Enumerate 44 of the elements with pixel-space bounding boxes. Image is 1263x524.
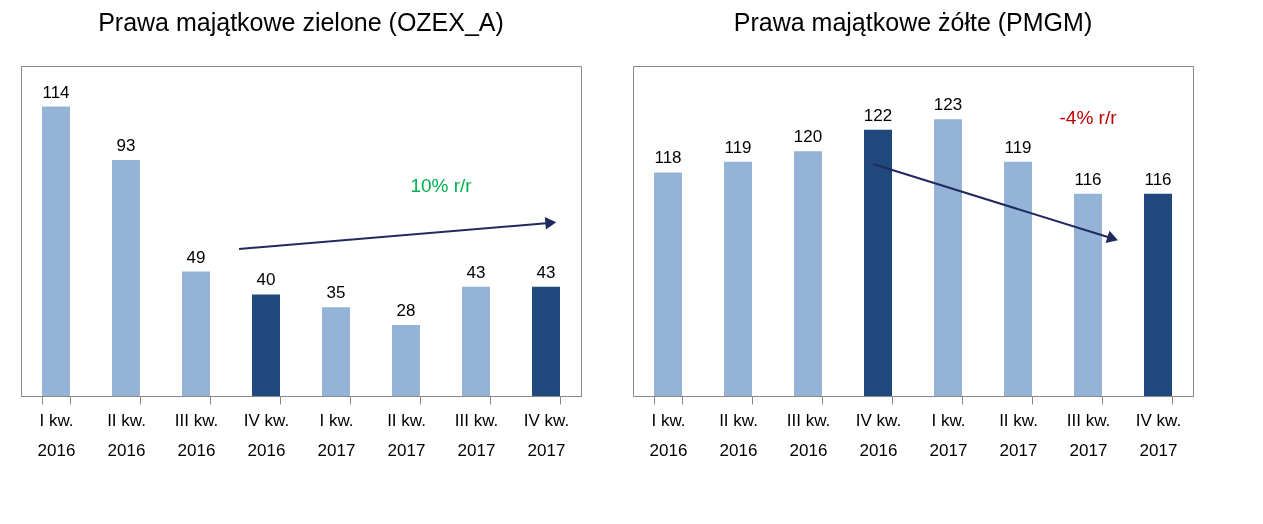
bar — [322, 307, 350, 396]
x-tick-label: IV kw. 2016 — [243, 410, 290, 460]
data-label: 35 — [326, 283, 346, 303]
data-label: 28 — [396, 300, 416, 320]
data-label: 118 — [654, 148, 682, 168]
x-tick-label: III kw. 2017 — [1066, 410, 1111, 460]
bar — [392, 324, 420, 396]
data-label: 119 — [1004, 137, 1032, 157]
data-label: 40 — [256, 270, 276, 290]
data-label: 122 — [863, 105, 893, 125]
x-tick-label: III kw. 2016 — [174, 410, 219, 460]
data-label: 119 — [724, 137, 752, 157]
bar — [532, 286, 560, 396]
x-tick-label: III kw. 2017 — [454, 410, 499, 460]
bar — [252, 294, 280, 396]
bar — [182, 271, 210, 396]
chart-title: Prawa majątkowe żółte (PMGM) — [733, 8, 1093, 36]
x-tick-label: IV kw. 2017 — [1135, 410, 1182, 460]
data-label: 116 — [1074, 169, 1102, 189]
x-tick-label: II kw. 2017 — [999, 410, 1038, 460]
x-tick-label: I kw. 2017 — [317, 410, 356, 460]
x-tick-label: IV kw. 2017 — [523, 410, 570, 460]
data-label: 49 — [186, 247, 206, 267]
x-tick-label: II kw. 2017 — [387, 410, 426, 460]
annotation: 10% r/r — [410, 175, 473, 196]
x-tick-label: II kw. 2016 — [107, 410, 146, 460]
bar — [42, 106, 70, 396]
x-tick-label: II kw. 2016 — [719, 410, 758, 460]
x-tick-label: IV kw. 2016 — [855, 410, 902, 460]
chart-title: Prawa majątkowe zielone (OZEX_A) — [98, 8, 504, 36]
data-label: 93 — [116, 135, 136, 155]
data-label: 43 — [536, 262, 556, 282]
bar — [462, 286, 490, 396]
x-tick-label: I kw. 2017 — [929, 410, 968, 460]
x-tick-label: I kw. 2016 — [37, 410, 76, 460]
data-label: 120 — [793, 127, 823, 147]
annotation: -4% r/r — [1059, 107, 1118, 128]
data-label: 43 — [466, 262, 486, 282]
data-label: 123 — [933, 95, 963, 115]
data-label: 114 — [42, 82, 70, 102]
x-tick-label: III kw. 2016 — [786, 410, 831, 460]
x-tick-label: I kw. 2016 — [649, 410, 688, 460]
data-label: 116 — [1144, 169, 1172, 189]
bar — [112, 159, 140, 396]
